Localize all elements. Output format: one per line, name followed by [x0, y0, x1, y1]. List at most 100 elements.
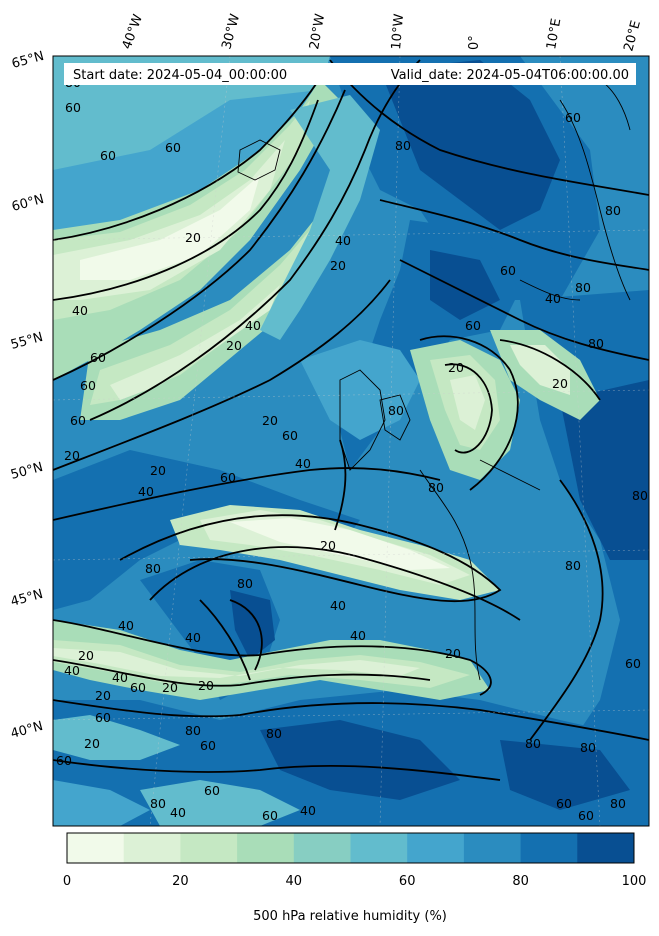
valid-date-label: Valid_date: 2024-05-04T06:00:00.00 — [391, 68, 629, 83]
colorbar-segment — [350, 833, 408, 863]
contour-labels: 20 40 60 60 60 80 40 20 60 60 40 80 80 2… — [56, 75, 648, 823]
contour-label: 80 — [575, 280, 591, 295]
contour-label: 80 — [580, 740, 596, 755]
contour-label: 60 — [100, 148, 116, 163]
contour-label: 60 — [65, 100, 81, 115]
lon-label: 40°W — [120, 12, 146, 51]
start-date-label: Start date: 2024-05-04_00:00:00 — [73, 68, 287, 83]
contour-label: 80 — [525, 736, 541, 751]
contour-label: 20 — [552, 376, 568, 391]
contour-label: 60 — [500, 263, 516, 278]
contour-label: 20 — [445, 646, 461, 661]
contour-label: 60 — [465, 318, 481, 333]
lon-label: 20°W — [307, 13, 328, 51]
contour-label: 20 — [198, 678, 214, 693]
contour-label: 80 — [565, 558, 581, 573]
contour-label: 20 — [262, 413, 278, 428]
colorbar-segment — [123, 833, 181, 863]
lat-label: 40°N — [9, 719, 45, 742]
contour-label: 60 — [56, 753, 72, 768]
colorbar — [67, 833, 635, 863]
contour-label: 40 — [545, 291, 561, 306]
colorbar-ticks: 0 20 40 60 80 100 — [63, 874, 647, 889]
contour-label: 60 — [204, 783, 220, 798]
contour-label: 40 — [138, 484, 154, 499]
contour-label: 60 — [200, 738, 216, 753]
contour-label: 60 — [556, 796, 572, 811]
longitude-labels: 40°W 30°W 20°W 10°W 0° 10°E 20°E — [120, 12, 644, 53]
lon-label: 30°W — [219, 12, 243, 51]
lat-label: 50°N — [9, 460, 45, 483]
lon-label: 10°W — [389, 13, 407, 50]
contour-label: 60 — [80, 378, 96, 393]
contour-label: 20 — [330, 258, 346, 273]
contour-label: 20 — [78, 648, 94, 663]
colorbar-tick: 0 — [63, 874, 71, 889]
colorbar-tick: 20 — [172, 874, 189, 889]
contour-label: 20 — [84, 736, 100, 751]
contour-label: 20 — [320, 538, 336, 553]
colorbar-label: 500 hPa relative humidity (%) — [253, 909, 447, 924]
colorbar-segment — [237, 833, 295, 863]
colorbar-frame — [66, 832, 635, 864]
contour-label: 40 — [112, 670, 128, 685]
contour-label: 60 — [220, 470, 236, 485]
colorbar-segment — [577, 833, 635, 863]
contour-label: 80 — [428, 480, 444, 495]
colorbar-tick: 80 — [512, 874, 529, 889]
map-frame — [52, 55, 650, 827]
contour-label: 20 — [226, 338, 242, 353]
contour-label: 40 — [64, 663, 80, 678]
contour-label: 20 — [185, 230, 201, 245]
contour-label: 40 — [330, 598, 346, 613]
contour-label: 80 — [388, 403, 404, 418]
colorbar-tick: 60 — [399, 874, 416, 889]
contour-label: 40 — [185, 630, 201, 645]
colorbar-segment — [463, 833, 522, 863]
contour-label: 40 — [170, 805, 186, 820]
contour-label: 60 — [70, 413, 86, 428]
contour-label: 80 — [266, 726, 282, 741]
contour-label: 20 — [64, 448, 80, 463]
contour-label: 80 — [610, 796, 626, 811]
colorbar-tick: 100 — [622, 874, 647, 889]
contour-label: 80 — [237, 576, 253, 591]
colorbar-segment — [180, 833, 238, 863]
contour-label: 60 — [95, 710, 111, 725]
colorbar-segment — [293, 833, 351, 863]
contour-label: 40 — [350, 628, 366, 643]
contour-label: 80 — [185, 723, 201, 738]
contour-label: 60 — [625, 656, 641, 671]
coastlines — [237, 79, 631, 681]
lon-label: 0° — [467, 35, 482, 50]
contour-label: 80 — [150, 796, 166, 811]
contour-label: 60 — [165, 140, 181, 155]
colorbar-segment — [520, 833, 578, 863]
contour-label: 40 — [335, 233, 351, 248]
contour-label: 60 — [90, 350, 106, 365]
contour-label: 20 — [150, 463, 166, 478]
lon-label: 10°E — [544, 17, 564, 50]
contour-label: 20 — [95, 688, 111, 703]
latitude-labels: 65°N 60°N 55°N 50°N 45°N 40°N — [9, 49, 46, 742]
contour-label: 80 — [605, 203, 621, 218]
humidity-field — [53, 56, 649, 826]
contour-label: 40 — [72, 303, 88, 318]
lat-label: 55°N — [9, 330, 45, 353]
contour-label: 60 — [130, 680, 146, 695]
contour-label: 80 — [395, 138, 411, 153]
contour-label: 80 — [588, 336, 604, 351]
colorbar-segment — [67, 833, 125, 863]
lon-label: 20°E — [621, 19, 644, 53]
lat-label: 60°N — [10, 192, 46, 215]
contour-label: 20 — [162, 680, 178, 695]
contour-label: 60 — [565, 110, 581, 125]
contour-label: 40 — [118, 618, 134, 633]
contour-lines — [53, 59, 649, 781]
contour-label: 40 — [300, 803, 316, 818]
colorbar-segment — [407, 833, 465, 863]
contour-label: 60 — [578, 808, 594, 823]
contour-label: 80 — [145, 561, 161, 576]
contour-label: 60 — [282, 428, 298, 443]
